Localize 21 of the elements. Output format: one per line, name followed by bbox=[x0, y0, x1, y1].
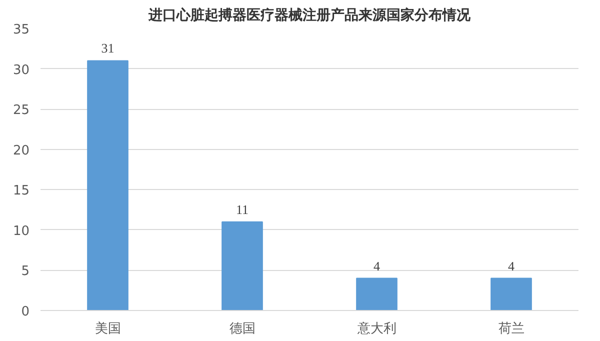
x-tick-label: 意大利 bbox=[356, 322, 396, 336]
chart-title: 进口心脏起搏器医疗器械注册产品来源国家分布情况 bbox=[148, 6, 472, 24]
bar bbox=[490, 278, 532, 310]
x-tick-label: 美国 bbox=[94, 320, 121, 336]
y-tick-label: 15 bbox=[12, 184, 30, 199]
y-tick-label: 0 bbox=[21, 304, 30, 320]
bar bbox=[87, 60, 128, 310]
y-tick-label: 25 bbox=[12, 103, 30, 118]
data-label: 11 bbox=[236, 202, 249, 217]
y-tick-label: 30 bbox=[12, 62, 30, 78]
data-label: 4 bbox=[374, 258, 380, 274]
data-label: 4 bbox=[508, 258, 515, 274]
y-tick-label: 5 bbox=[21, 264, 30, 280]
y-tick-label: 20 bbox=[12, 143, 30, 158]
y-tick-label: 35 bbox=[12, 22, 30, 38]
x-tick-label: 德国 bbox=[229, 322, 256, 336]
bar bbox=[222, 221, 263, 310]
data-label: 31 bbox=[101, 40, 114, 56]
y-tick-label: 10 bbox=[12, 224, 30, 239]
bar bbox=[356, 278, 398, 310]
x-tick-label: 荷兰 bbox=[498, 322, 524, 336]
